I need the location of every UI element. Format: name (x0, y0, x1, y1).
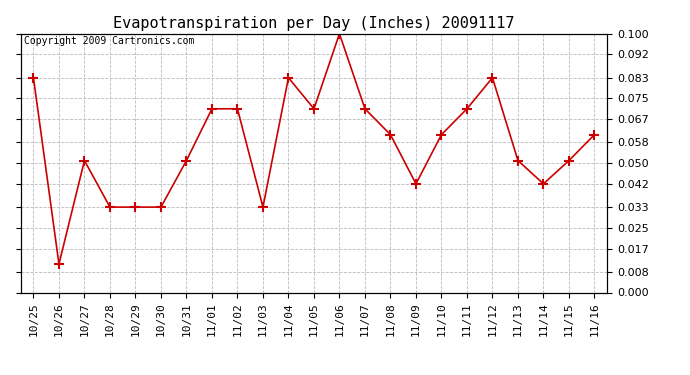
Text: Copyright 2009 Cartronics.com: Copyright 2009 Cartronics.com (23, 36, 194, 46)
Title: Evapotranspiration per Day (Inches) 20091117: Evapotranspiration per Day (Inches) 2009… (113, 16, 515, 31)
